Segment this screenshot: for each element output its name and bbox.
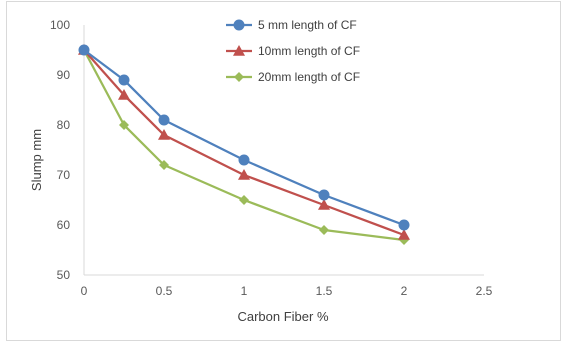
data-point: [158, 129, 170, 140]
y-tick-label: 90: [57, 68, 71, 82]
x-tick-label: 1: [241, 284, 248, 298]
series-layer: [78, 44, 410, 245]
data-point: [118, 74, 130, 86]
y-axis-title: Slump mm: [29, 129, 44, 191]
series-line: [83, 49, 405, 242]
data-point: [238, 154, 250, 166]
legend-label: 20mm length of CF: [258, 70, 360, 84]
data-point: [238, 169, 250, 180]
series-circle: [78, 44, 410, 231]
legend: 5 mm length of CF 10mm length of CF 20mm l…: [226, 18, 360, 84]
data-point: [398, 229, 410, 240]
legend-marker: [234, 72, 244, 82]
x-tick-label: 1.5: [316, 284, 333, 298]
legend-label: 5 mm length of CF: [258, 18, 357, 32]
x-tick-label: 2.5: [476, 284, 493, 298]
legend-item: 10mm length of CF: [226, 44, 360, 58]
x-tick-label: 2: [401, 284, 408, 298]
data-point: [398, 219, 410, 231]
legend-marker: [233, 45, 245, 56]
y-tick-label: 70: [57, 168, 71, 182]
chart-frame: [6, 1, 561, 341]
data-point: [318, 199, 330, 210]
series-triangle: [78, 44, 410, 240]
legend-label: 10mm length of CF: [258, 44, 360, 58]
data-point: [78, 44, 90, 56]
x-tick-label: 0.5: [156, 284, 173, 298]
data-point: [159, 160, 169, 170]
data-point: [158, 114, 170, 126]
legend-marker: [233, 19, 245, 31]
y-tick-label: 100: [50, 18, 70, 32]
series-line: [83, 49, 405, 237]
data-point: [118, 89, 130, 100]
x-axis-title: Carbon Fiber %: [237, 309, 328, 324]
legend-item: 5 mm length of CF: [226, 18, 357, 32]
y-tick-label: 60: [57, 218, 71, 232]
data-point: [239, 195, 249, 205]
y-tick-label: 50: [57, 268, 71, 282]
data-point: [319, 225, 329, 235]
y-tick-label: 80: [57, 118, 71, 132]
axes: 0 0.5 1 1.5 2 2.5 50 60 70 80 90 100: [50, 18, 493, 298]
legend-item: 20mm length of CF: [226, 70, 360, 84]
series-diamond: [79, 45, 409, 245]
data-point: [318, 189, 330, 201]
series-line: [83, 49, 405, 227]
data-point: [119, 120, 129, 130]
x-tick-label: 0: [81, 284, 88, 298]
